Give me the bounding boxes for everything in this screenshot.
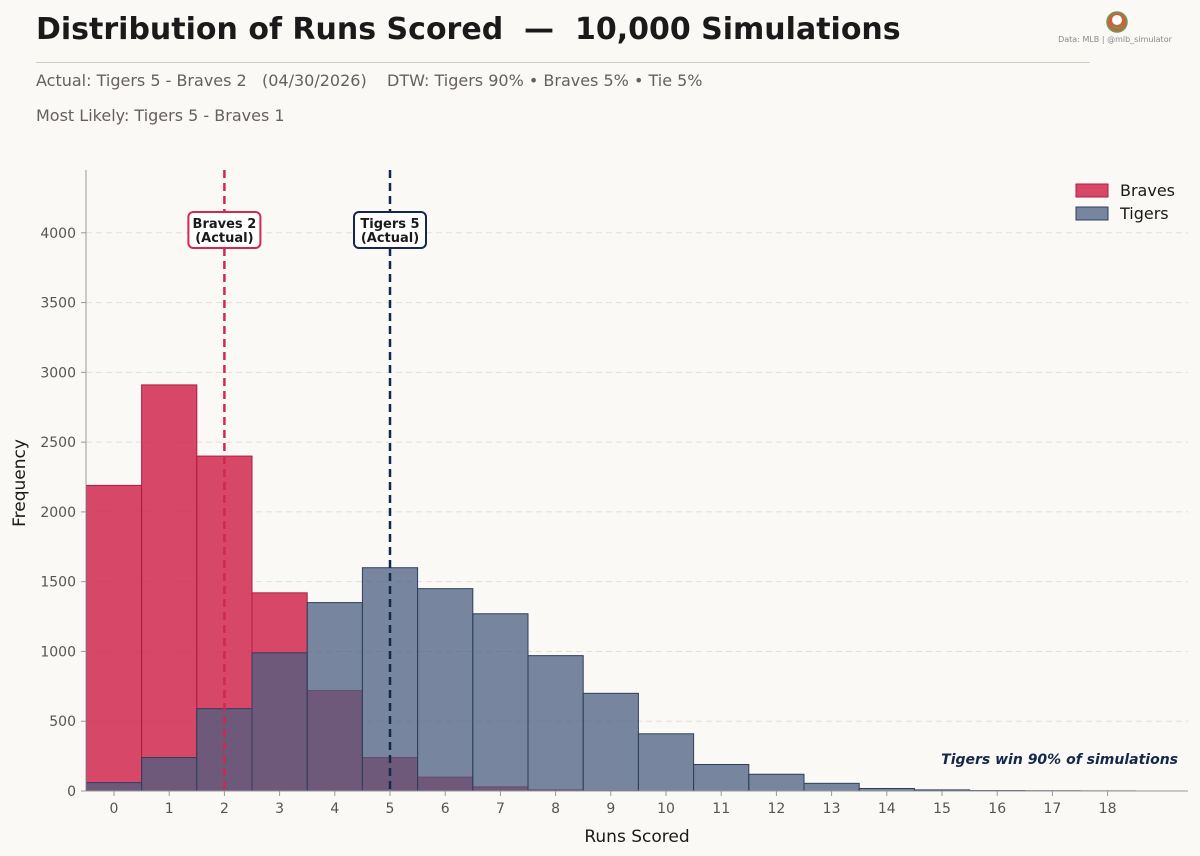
bar-tigers-12: [748, 773, 805, 792]
chart-title: Distribution of Runs Scored — 10,000 Sim…: [36, 12, 901, 47]
actual-label-sub-braves: (Actual): [195, 231, 253, 246]
x-tick-label: 11: [712, 801, 730, 817]
x-tick-label: 18: [1099, 801, 1117, 817]
x-tick-label: 9: [606, 801, 615, 817]
x-tick-label: 7: [496, 801, 505, 817]
legend-swatch-braves: [1075, 183, 1109, 198]
x-tick-label: 5: [386, 801, 395, 817]
y-tick-label: 3500: [40, 296, 76, 312]
x-tick-label: 13: [823, 801, 841, 817]
x-tick-label: 15: [933, 801, 951, 817]
win-probability-note: Tigers win 90% of simulations: [941, 752, 1178, 768]
y-tick-label: 3000: [40, 365, 76, 381]
actual-label-braves: Braves 2: [193, 217, 257, 232]
bar-tigers-10: [637, 733, 695, 792]
x-tick-label: 0: [110, 801, 119, 817]
bar-tigers-0: [85, 782, 143, 792]
y-tick-label: 2000: [40, 505, 76, 521]
legend-label-tigers: Tigers: [1119, 204, 1169, 223]
actual-label-box-tigers: [353, 211, 427, 249]
y-axis-label: Frequency: [10, 439, 30, 527]
data-credit: Data: MLB | @mlb_simulator: [1058, 35, 1172, 44]
y-tick-label: 0: [67, 784, 76, 800]
y-tick-label: 1000: [40, 644, 76, 660]
bar-tigers-6: [417, 588, 474, 792]
bar-tigers-4: [306, 602, 363, 792]
x-tick-label: 8: [551, 801, 560, 817]
x-tick-label: 10: [657, 801, 675, 817]
x-tick-label: 2: [220, 801, 229, 817]
x-tick-label: 17: [1043, 801, 1061, 817]
bar-braves-1: [141, 384, 198, 792]
subtitle-actual-score: Actual: Tigers 5 - Braves 2 (04/30/2026)…: [36, 71, 703, 90]
bar-tigers-11: [693, 763, 750, 792]
bar-tigers-8: [527, 655, 584, 792]
x-tick-label: 4: [330, 801, 339, 817]
bar-tigers-9: [582, 692, 639, 792]
logo-icon: [1106, 11, 1128, 33]
y-tick-label: 2500: [40, 435, 76, 451]
actual-label-tigers: Tigers 5: [360, 217, 419, 232]
bar-tigers-13: [803, 782, 860, 792]
actual-label-sub-tigers: (Actual): [361, 231, 419, 246]
bar-tigers-3: [251, 652, 308, 792]
actual-label-box-braves: [187, 211, 262, 249]
x-tick-label: 16: [988, 801, 1006, 817]
y-tick-label: 1500: [40, 575, 76, 591]
y-tick-label: 4000: [40, 226, 76, 242]
x-tick-label: 14: [878, 801, 896, 817]
legend-swatch-tigers: [1075, 206, 1109, 221]
bar-braves-0: [85, 484, 143, 792]
x-axis-label: Runs Scored: [584, 827, 689, 847]
bar-tigers-7: [472, 613, 529, 792]
x-tick-label: 6: [441, 801, 450, 817]
y-tick-label: 500: [49, 714, 76, 730]
title-divider: [36, 62, 1090, 63]
x-tick-label: 3: [275, 801, 284, 817]
x-tick-label: 12: [767, 801, 785, 817]
legend-label-braves: Braves: [1120, 181, 1175, 200]
bar-tigers-1: [141, 757, 198, 792]
subtitle-most-likely: Most Likely: Tigers 5 - Braves 1: [36, 106, 285, 125]
x-tick-label: 1: [165, 801, 174, 817]
